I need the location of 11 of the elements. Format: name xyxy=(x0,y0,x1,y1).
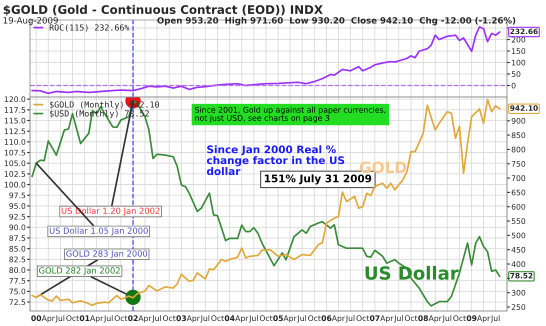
annotation: GOLD 283 Jan 2000 xyxy=(66,250,148,258)
chart-subtitle: 19-Aug-2009 xyxy=(4,17,58,26)
annotation: Since Jan 2000 Real % change factor in the US dollar xyxy=(206,145,344,176)
annotation: US Dollar 1.05 Jan 2000 xyxy=(50,227,148,236)
annotation: Open 953.20 High 971.60 Low 930.20 Close 942.10 Chg -12.00 (-1.26%) xyxy=(157,16,516,26)
line-series xyxy=(31,26,501,94)
legend-label: ROC(115) 232.66% xyxy=(50,24,130,32)
annotation: 151% July 31 2009 xyxy=(264,174,372,184)
chart-title: $GOLD (Gold - Continuous Contract (EOD)) INDX xyxy=(4,4,323,16)
annotation: GOLD xyxy=(360,162,406,174)
annotation: GOLD 282 Jan 2002 xyxy=(39,267,120,276)
